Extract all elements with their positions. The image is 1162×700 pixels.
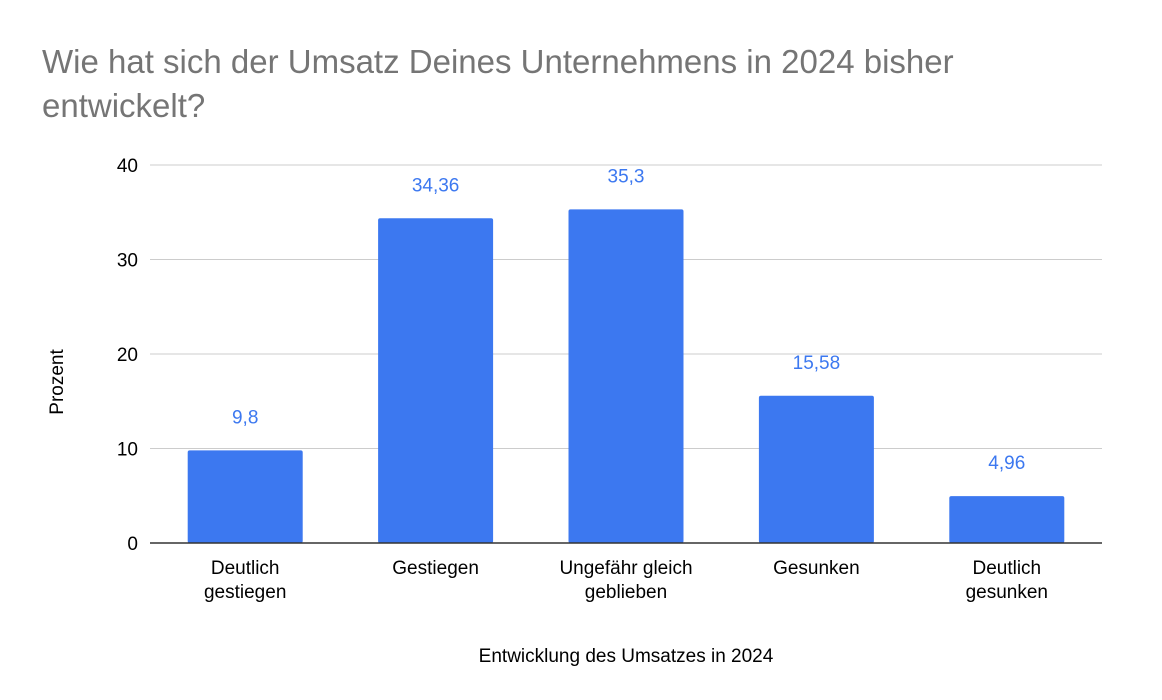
data-label: 9,8: [232, 407, 258, 428]
y-tick-label: 10: [117, 440, 138, 461]
category-label: Deutlich gestiegen: [204, 558, 286, 603]
bar: [568, 209, 684, 544]
data-label: 34,36: [412, 175, 460, 196]
bars: [187, 209, 1065, 544]
y-tick-label: 20: [117, 345, 138, 366]
data-label: 4,96: [988, 453, 1025, 474]
y-tick-labels: 0 10 20 30 40: [117, 156, 138, 555]
bar: [949, 496, 1065, 543]
chart-title: Wie hat sich der Umsatz Deines Unternehm…: [42, 43, 954, 124]
y-tick-label: 0: [127, 534, 138, 555]
x-axis-title: Entwicklung des Umsatzes in 2024: [479, 646, 774, 667]
category-label: Gesunken: [773, 558, 860, 579]
data-labels: 9,8 34,36 35,3 15,58 4,96: [232, 166, 1025, 474]
category-label: Ungefähr gleich geblieben: [559, 558, 692, 603]
category-labels: Deutlich gestiegen Gestiegen Ungefähr gleic…: [204, 558, 1048, 603]
bar: [378, 218, 494, 543]
y-tick-label: 30: [117, 251, 138, 272]
y-tick-label: 40: [117, 156, 138, 177]
bar: [187, 450, 303, 543]
data-label: 35,3: [608, 166, 645, 187]
y-axis-title: Prozent: [47, 349, 68, 415]
data-label: 15,58: [793, 353, 841, 374]
category-label: Gestiegen: [392, 558, 479, 579]
category-label: Deutlich gesunken: [966, 558, 1048, 603]
bar: [758, 395, 874, 543]
